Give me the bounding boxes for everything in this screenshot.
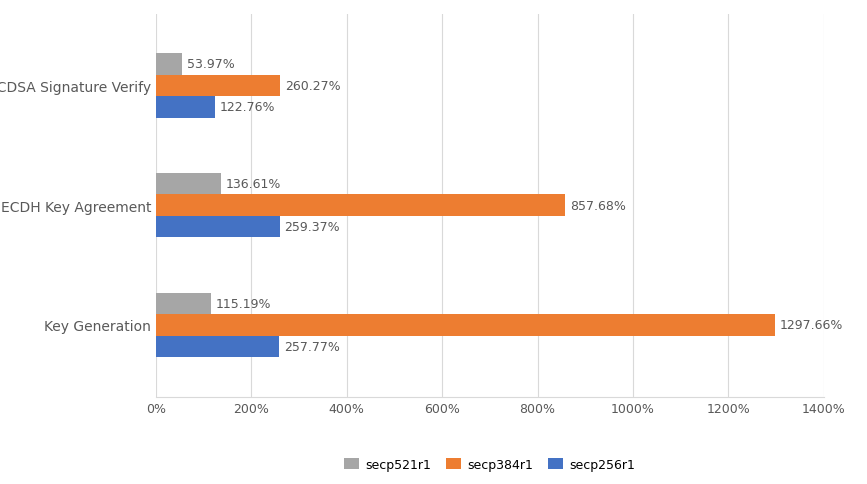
Bar bbox=[156, 173, 221, 195]
Bar bbox=[156, 336, 279, 358]
Bar bbox=[156, 293, 211, 315]
Bar bbox=[156, 76, 280, 97]
Bar bbox=[156, 97, 215, 119]
Bar bbox=[156, 54, 182, 76]
Text: 857.68%: 857.68% bbox=[570, 199, 626, 212]
Text: 122.76%: 122.76% bbox=[219, 101, 275, 114]
Text: 259.37%: 259.37% bbox=[284, 221, 340, 234]
Text: 53.97%: 53.97% bbox=[186, 58, 234, 71]
Text: 257.77%: 257.77% bbox=[284, 340, 340, 353]
Bar bbox=[156, 195, 565, 216]
Bar bbox=[156, 216, 280, 238]
Text: 115.19%: 115.19% bbox=[216, 297, 271, 310]
Text: 1297.66%: 1297.66% bbox=[779, 318, 843, 332]
Text: 136.61%: 136.61% bbox=[226, 178, 282, 191]
Legend: secp521r1, secp384r1, secp256r1: secp521r1, secp384r1, secp256r1 bbox=[339, 453, 641, 476]
Text: 260.27%: 260.27% bbox=[285, 80, 341, 93]
Bar bbox=[156, 315, 775, 336]
